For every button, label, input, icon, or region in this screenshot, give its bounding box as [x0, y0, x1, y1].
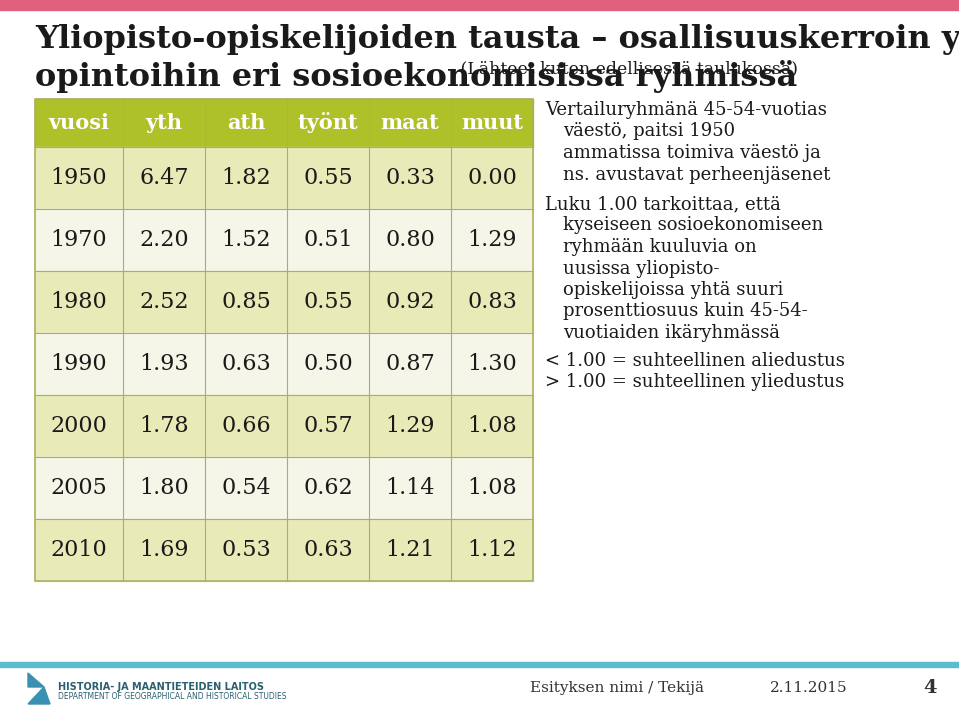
- Text: 1990: 1990: [51, 353, 107, 375]
- Bar: [35, 209, 533, 271]
- Text: 2.11.2015: 2.11.2015: [770, 681, 848, 695]
- Text: 0.85: 0.85: [222, 291, 270, 313]
- Text: 1.30: 1.30: [467, 353, 517, 375]
- Text: 2005: 2005: [51, 477, 107, 499]
- Text: Luku 1.00 tarkoittaa, että: Luku 1.00 tarkoittaa, että: [545, 195, 781, 213]
- Text: Vertailuryhmänä 45-54-vuotias: Vertailuryhmänä 45-54-vuotias: [545, 101, 827, 119]
- Text: 0.55: 0.55: [303, 291, 353, 313]
- Text: 1.29: 1.29: [386, 415, 434, 437]
- Text: 0.54: 0.54: [222, 477, 270, 499]
- Text: 6.47: 6.47: [139, 167, 189, 189]
- Text: ryhmään kuuluvia on: ryhmään kuuluvia on: [563, 238, 757, 256]
- Text: 1980: 1980: [51, 291, 107, 313]
- Text: (Lähteet kuten edellisessä taulukossa): (Lähteet kuten edellisessä taulukossa): [455, 60, 798, 77]
- Bar: [0, 0, 959, 10]
- Text: 0.62: 0.62: [303, 477, 353, 499]
- Text: 2010: 2010: [51, 539, 107, 561]
- Text: 0.63: 0.63: [303, 539, 353, 561]
- Text: 0.83: 0.83: [467, 291, 517, 313]
- Bar: [35, 333, 533, 395]
- Text: ath: ath: [227, 113, 266, 133]
- Text: vuotiaiden ikäryhmässä: vuotiaiden ikäryhmässä: [563, 324, 780, 342]
- Text: DEPARTMENT OF GEOGRAPHICAL AND HISTORICAL STUDIES: DEPARTMENT OF GEOGRAPHICAL AND HISTORICA…: [58, 692, 287, 701]
- Bar: [35, 395, 533, 457]
- Text: 1.52: 1.52: [222, 229, 270, 251]
- Bar: [35, 457, 533, 519]
- Text: 0.00: 0.00: [467, 167, 517, 189]
- Text: HISTORIA- JA MAANTIETEIDEN LAITOS: HISTORIA- JA MAANTIETEIDEN LAITOS: [58, 682, 264, 692]
- Text: työnt: työnt: [297, 112, 359, 133]
- Text: maat: maat: [381, 113, 439, 133]
- Text: 1970: 1970: [51, 229, 107, 251]
- Text: Yliopisto-opiskelijoiden tausta – osallisuuskerroin yliopisto-: Yliopisto-opiskelijoiden tausta – osalli…: [35, 24, 959, 55]
- Text: 0.53: 0.53: [222, 539, 270, 561]
- Text: 1.82: 1.82: [222, 167, 270, 189]
- Polygon shape: [28, 673, 44, 687]
- Text: 0.80: 0.80: [386, 229, 435, 251]
- Text: opintoihin eri sosioekonomisissa ryhmissä: opintoihin eri sosioekonomisissa ryhmiss…: [35, 60, 797, 93]
- Text: yth: yth: [146, 113, 182, 133]
- Text: 2.52: 2.52: [139, 291, 189, 313]
- Text: kyseiseen sosioekonomiseen: kyseiseen sosioekonomiseen: [563, 216, 823, 235]
- Text: Esityksen nimi / Tekijä: Esityksen nimi / Tekijä: [530, 681, 704, 695]
- Text: 1.80: 1.80: [139, 477, 189, 499]
- Text: < 1.00 = suhteellinen aliedustus: < 1.00 = suhteellinen aliedustus: [545, 351, 845, 369]
- Text: ammatissa toimiva väestö ja: ammatissa toimiva väestö ja: [563, 144, 821, 162]
- Text: opiskelijoissa yhtä suuri: opiskelijoissa yhtä suuri: [563, 281, 784, 299]
- Text: 4: 4: [924, 679, 937, 697]
- Text: väestö, paitsi 1950: väestö, paitsi 1950: [563, 122, 736, 140]
- Text: 0.66: 0.66: [222, 415, 270, 437]
- Text: 0.51: 0.51: [303, 229, 353, 251]
- Text: 1.14: 1.14: [386, 477, 434, 499]
- Text: 2000: 2000: [51, 415, 107, 437]
- Text: 0.63: 0.63: [222, 353, 270, 375]
- Text: 1.12: 1.12: [467, 539, 517, 561]
- Bar: [35, 147, 533, 209]
- Text: ns. avustavat perheenjäsenet: ns. avustavat perheenjäsenet: [563, 166, 830, 183]
- Text: 1950: 1950: [51, 167, 107, 189]
- Text: 1.78: 1.78: [139, 415, 189, 437]
- Text: 1.21: 1.21: [386, 539, 434, 561]
- Bar: [35, 271, 533, 333]
- Text: 1.69: 1.69: [139, 539, 189, 561]
- Text: 0.57: 0.57: [303, 415, 353, 437]
- Text: 0.50: 0.50: [303, 353, 353, 375]
- Text: uusissa yliopisto-: uusissa yliopisto-: [563, 259, 719, 277]
- Text: 1.29: 1.29: [467, 229, 517, 251]
- Text: 1.08: 1.08: [467, 415, 517, 437]
- Text: 1.08: 1.08: [467, 477, 517, 499]
- Bar: [0, 662, 959, 667]
- Polygon shape: [28, 687, 50, 704]
- Text: 0.33: 0.33: [386, 167, 435, 189]
- Text: muut: muut: [461, 113, 523, 133]
- Text: 2.20: 2.20: [139, 229, 189, 251]
- Text: 0.55: 0.55: [303, 167, 353, 189]
- Bar: [35, 99, 533, 147]
- Text: vuosi: vuosi: [49, 113, 109, 133]
- Bar: [35, 99, 533, 581]
- Bar: [35, 519, 533, 581]
- Text: > 1.00 = suhteellinen yliedustus: > 1.00 = suhteellinen yliedustus: [545, 373, 844, 391]
- Text: prosenttiosuus kuin 45-54-: prosenttiosuus kuin 45-54-: [563, 303, 807, 321]
- Text: 0.92: 0.92: [386, 291, 434, 313]
- Text: 1.93: 1.93: [139, 353, 189, 375]
- Text: 0.87: 0.87: [386, 353, 434, 375]
